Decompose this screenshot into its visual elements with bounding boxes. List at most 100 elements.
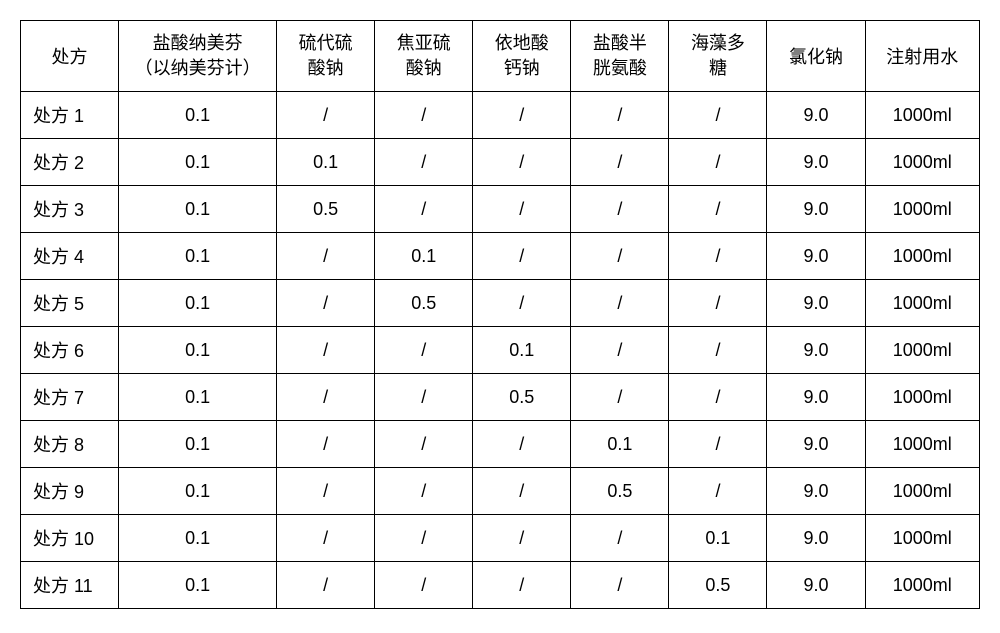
data-cell: 0.1 [119,186,277,233]
data-cell: 9.0 [767,186,865,233]
data-cell: / [669,139,767,186]
table-row: 处方 11 0.1 / / / / 0.5 9.0 1000ml [21,562,980,609]
row-label: 处方 3 [21,186,119,233]
data-cell: / [375,374,473,421]
data-cell: / [669,186,767,233]
data-cell: / [571,327,669,374]
data-cell: 1000ml [865,280,979,327]
column-header-sodium-metabisulfite: 焦亚硫酸钠 [375,21,473,92]
data-cell: / [473,92,571,139]
data-cell: 0.1 [119,139,277,186]
table-row: 处方 2 0.1 0.1 / / / / 9.0 1000ml [21,139,980,186]
data-cell: 1000ml [865,562,979,609]
data-cell: 1000ml [865,421,979,468]
row-label: 处方 8 [21,421,119,468]
data-cell: / [571,233,669,280]
column-header-cysteine: 盐酸半胱氨酸 [571,21,669,92]
row-label: 处方 6 [21,327,119,374]
column-header-nalmefene: 盐酸纳美芬（以纳美芬计） [119,21,277,92]
data-cell: 0.5 [277,186,375,233]
data-cell: / [571,186,669,233]
data-cell: 9.0 [767,233,865,280]
table-row: 处方 9 0.1 / / / 0.5 / 9.0 1000ml [21,468,980,515]
table-row: 处方 6 0.1 / / 0.1 / / 9.0 1000ml [21,327,980,374]
data-cell: 0.1 [119,515,277,562]
table-row: 处方 8 0.1 / / / 0.1 / 9.0 1000ml [21,421,980,468]
data-cell: 9.0 [767,92,865,139]
data-cell: 1000ml [865,374,979,421]
row-label: 处方 10 [21,515,119,562]
data-cell: 1000ml [865,468,979,515]
table-row: 处方 10 0.1 / / / / 0.1 9.0 1000ml [21,515,980,562]
data-cell: / [669,374,767,421]
data-cell: / [277,327,375,374]
data-cell: / [375,186,473,233]
data-cell: / [277,421,375,468]
data-cell: / [571,515,669,562]
data-cell: / [473,139,571,186]
table-row: 处方 4 0.1 / 0.1 / / / 9.0 1000ml [21,233,980,280]
column-header-sodium-thiosulfate: 硫代硫酸钠 [277,21,375,92]
data-cell: / [375,92,473,139]
table-row: 处方 1 0.1 / / / / / 9.0 1000ml [21,92,980,139]
table-body: 处方 1 0.1 / / / / / 9.0 1000ml 处方 2 0.1 0… [21,92,980,609]
data-cell: / [669,421,767,468]
data-cell: 9.0 [767,562,865,609]
data-cell: 1000ml [865,186,979,233]
data-cell: / [473,468,571,515]
data-cell: / [277,468,375,515]
data-cell: 9.0 [767,327,865,374]
data-cell: 0.1 [277,139,375,186]
data-cell: 0.1 [119,233,277,280]
data-cell: 1000ml [865,233,979,280]
table-row: 处方 7 0.1 / / 0.5 / / 9.0 1000ml [21,374,980,421]
row-label: 处方 2 [21,139,119,186]
data-cell: / [375,421,473,468]
data-cell: 0.5 [473,374,571,421]
data-cell: / [571,374,669,421]
data-cell: 0.5 [375,280,473,327]
data-cell: 0.1 [119,421,277,468]
data-cell: / [277,515,375,562]
data-cell: / [571,139,669,186]
data-cell: / [375,515,473,562]
data-cell: / [571,280,669,327]
data-cell: 0.1 [669,515,767,562]
data-cell: / [375,139,473,186]
data-cell: 0.1 [119,92,277,139]
column-header-formula: 处方 [21,21,119,92]
data-cell: 0.1 [119,374,277,421]
data-cell: 1000ml [865,139,979,186]
data-cell: 0.5 [571,468,669,515]
data-cell: / [277,374,375,421]
data-cell: / [571,562,669,609]
data-cell: 0.1 [119,327,277,374]
data-cell: / [473,186,571,233]
data-cell: / [473,562,571,609]
data-cell: 1000ml [865,515,979,562]
data-cell: / [277,562,375,609]
data-cell: / [375,327,473,374]
data-cell: / [571,92,669,139]
data-cell: / [473,515,571,562]
column-header-algal-polysaccharide: 海藻多糖 [669,21,767,92]
data-cell: 9.0 [767,421,865,468]
column-header-sodium-chloride: 氯化钠 [767,21,865,92]
data-cell: 1000ml [865,327,979,374]
data-cell: 0.1 [119,468,277,515]
data-cell: 1000ml [865,92,979,139]
data-cell: 9.0 [767,280,865,327]
row-label: 处方 4 [21,233,119,280]
data-cell: 0.1 [119,562,277,609]
data-cell: 9.0 [767,374,865,421]
formulation-table: 处方 盐酸纳美芬（以纳美芬计） 硫代硫酸钠 焦亚硫酸钠 依地酸钙钠 盐酸半胱氨酸… [20,20,980,609]
data-cell: 0.5 [669,562,767,609]
data-cell: / [669,468,767,515]
data-cell: / [277,92,375,139]
data-cell: 9.0 [767,468,865,515]
row-label: 处方 9 [21,468,119,515]
data-cell: / [375,468,473,515]
data-cell: 0.1 [119,280,277,327]
column-header-injection-water: 注射用水 [865,21,979,92]
data-cell: / [669,233,767,280]
